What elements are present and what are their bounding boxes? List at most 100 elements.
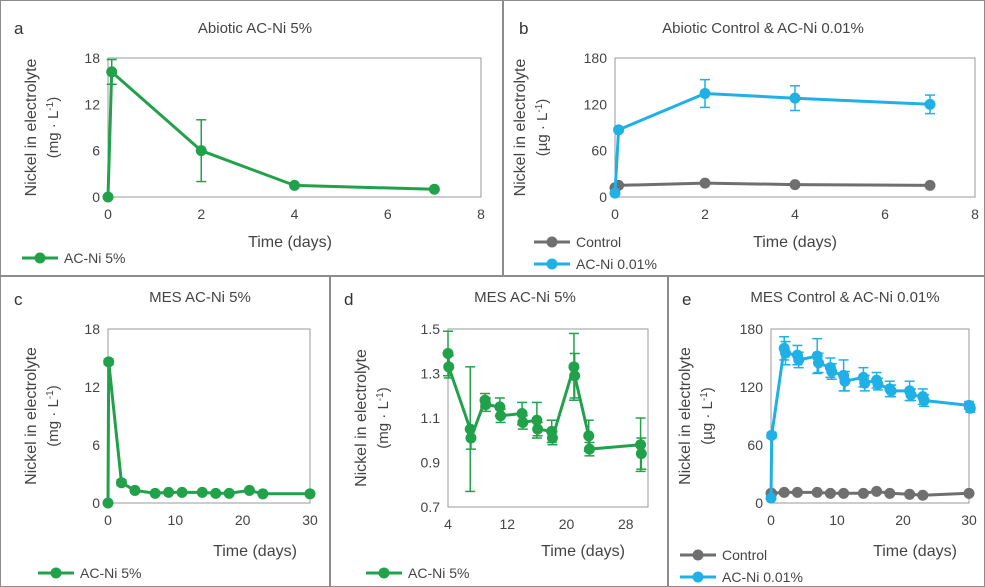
y-axis-label: Nickel in electrolyte — [23, 347, 40, 485]
data-point — [699, 88, 711, 100]
panel-border — [0, 0, 503, 276]
data-point — [826, 366, 838, 378]
y-axis-label: Nickel in electrolyte — [23, 58, 40, 196]
legend-item: Control — [680, 547, 767, 563]
plot-area — [107, 328, 311, 504]
panel-letter: d — [344, 290, 353, 309]
data-point — [102, 497, 114, 509]
data-point — [257, 488, 269, 500]
series-ac-ni-0-01- — [609, 78, 936, 199]
legend-marker — [546, 258, 558, 270]
y-tick-label: 120 — [584, 96, 608, 112]
legend-marker — [692, 571, 704, 583]
x-tick-label: 20 — [235, 512, 251, 528]
y-axis-unit: (mg · L-1) — [45, 385, 63, 446]
data-point — [872, 378, 884, 390]
series-ac-ni-5- — [102, 58, 440, 203]
data-point — [531, 414, 543, 426]
y-tick-label: 6 — [92, 143, 100, 159]
data-point — [289, 179, 300, 191]
x-tick-label: 8 — [477, 206, 485, 222]
y-axis-unit: (µg · L-1) — [699, 387, 717, 445]
data-point — [824, 487, 836, 499]
y-tick-label: 12 — [84, 96, 100, 112]
x-tick-label: 4 — [791, 206, 799, 222]
data-point — [428, 183, 440, 195]
x-tick-label: 6 — [881, 206, 889, 222]
data-point — [583, 443, 595, 455]
x-tick-label: 12 — [499, 516, 515, 532]
plot-area — [447, 328, 649, 508]
y-tick-label: 0 — [92, 495, 100, 511]
panel-letter: c — [14, 290, 23, 309]
y-tick-label: 120 — [740, 379, 764, 395]
series-line — [106, 70, 435, 198]
data-point — [699, 177, 711, 189]
panel-title: MES AC-Ni 5% — [474, 289, 576, 306]
data-point — [838, 487, 850, 499]
x-tick-label: 20 — [559, 516, 575, 532]
y-tick-label: 6 — [92, 437, 100, 453]
y-tick-label: 18 — [84, 50, 100, 66]
panel-title: MES AC-Ni 5% — [149, 289, 251, 306]
data-point — [480, 399, 492, 411]
data-point — [793, 354, 805, 366]
x-tick-label: 10 — [829, 512, 845, 528]
x-tick-label: 6 — [384, 206, 392, 222]
y-axis-label: Nickel in electrolyte — [512, 58, 529, 196]
plot-area — [107, 57, 482, 198]
data-point — [103, 356, 115, 368]
legend-marker — [34, 252, 46, 264]
y-axis-label: Nickel in electrolyte — [353, 349, 370, 487]
data-point — [905, 389, 917, 401]
data-point — [243, 484, 255, 496]
data-point — [149, 487, 161, 499]
data-point — [176, 486, 188, 498]
series-line — [613, 92, 931, 194]
plot-area — [770, 328, 970, 504]
legend-marker — [50, 567, 62, 579]
x-tick-label: 20 — [895, 512, 911, 528]
data-point — [546, 432, 558, 444]
legend-marker — [378, 567, 390, 579]
series-line — [769, 346, 972, 499]
data-point — [516, 408, 528, 420]
y-tick-label: 0.9 — [421, 455, 441, 471]
panel-d: d MES AC-Ni 5% 0.7 0.9 1.1 1.3 1.5 4 12 20 28 Time … — [330, 276, 668, 587]
data-point — [766, 429, 778, 441]
y-axis-label: Nickel in electrolyte — [677, 347, 694, 485]
y-tick-label: 60 — [747, 437, 763, 453]
legend-item: AC-Ni 0.01% — [680, 569, 803, 585]
series-line — [106, 360, 310, 504]
panel-title: Abiotic Control & AC-Ni 0.01% — [662, 20, 864, 37]
y-tick-label: 12 — [84, 379, 100, 395]
data-point — [609, 187, 621, 199]
y-tick-label: 180 — [584, 50, 608, 66]
panel-e: e MES Control & AC-Ni 0.01% 0 60 120 180 0 10 20… — [668, 276, 985, 587]
x-tick-label: 0 — [104, 512, 112, 528]
y-tick-label: 60 — [591, 143, 607, 159]
data-point — [464, 423, 476, 435]
data-point — [495, 410, 507, 422]
panel-letter: e — [682, 290, 691, 309]
data-point — [613, 124, 625, 136]
x-tick-label: 2 — [701, 206, 709, 222]
data-point — [465, 432, 477, 444]
legend-label: AC-Ni 5% — [408, 565, 469, 581]
y-tick-label: 0 — [92, 189, 100, 205]
series-ac-ni-0-01- — [765, 335, 976, 504]
unit-exponent: -1 — [45, 101, 56, 110]
data-point — [884, 487, 896, 499]
x-tick-label: 4 — [291, 206, 299, 222]
legend-label: Control — [576, 234, 621, 250]
legend-label: Control — [722, 547, 767, 563]
y-tick-label: 1.3 — [421, 366, 441, 382]
y-tick-label: 1.5 — [421, 321, 441, 337]
y-tick-label: 180 — [740, 321, 764, 337]
y-axis-unit: (mg · L-1) — [375, 387, 393, 448]
unit-exponent: -1 — [534, 103, 545, 112]
data-point — [871, 485, 883, 497]
x-tick-label: 2 — [197, 206, 205, 222]
data-point — [106, 66, 118, 78]
